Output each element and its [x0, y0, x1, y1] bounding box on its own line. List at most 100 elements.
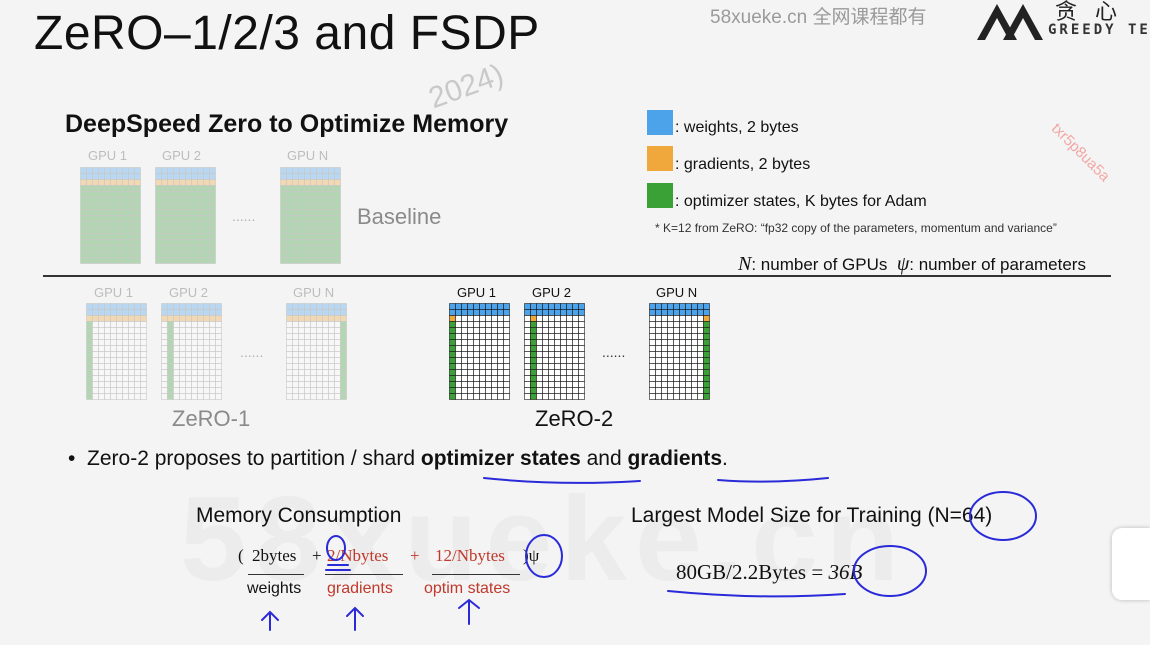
memory-cell — [497, 309, 504, 316]
memory-cell — [649, 375, 656, 382]
memory-cell — [304, 369, 311, 376]
memory-cell — [167, 227, 174, 234]
memory-cell — [185, 393, 192, 400]
memory-cell — [292, 393, 299, 400]
memory-cell — [286, 257, 293, 264]
equation-result: 36B — [828, 560, 863, 584]
gradients-label: gradients — [327, 580, 393, 597]
memory-cell — [310, 197, 317, 204]
memory-cell — [554, 357, 561, 364]
memory-cell — [86, 357, 93, 364]
memory-cell — [161, 245, 168, 252]
side-panel-button[interactable] — [1112, 528, 1150, 600]
memory-cell — [554, 369, 561, 376]
memory-cell — [134, 203, 141, 210]
memory-cell — [128, 387, 135, 394]
memory-cell — [655, 351, 662, 358]
memory-cell — [161, 185, 168, 192]
memory-cell — [110, 239, 117, 246]
memory-cell — [134, 227, 141, 234]
memory-cell — [110, 251, 117, 258]
memory-cell — [298, 233, 305, 240]
memory-cell — [679, 369, 686, 376]
memory-cell — [134, 179, 141, 186]
memory-cell — [703, 393, 710, 400]
underline — [248, 574, 304, 575]
memory-cell — [173, 327, 180, 334]
memory-cell — [524, 381, 531, 388]
memory-cell — [98, 191, 105, 198]
memory-cell — [572, 321, 579, 328]
memory-cell — [497, 345, 504, 352]
memory-cell — [104, 209, 111, 216]
memory-cell — [215, 351, 222, 358]
memory-cell — [92, 203, 99, 210]
memory-cell — [185, 303, 192, 310]
memory-cell — [292, 203, 299, 210]
memory-cell — [98, 321, 105, 328]
memory-cell — [286, 227, 293, 234]
memory-cell — [304, 173, 311, 180]
memory-cell — [161, 321, 168, 328]
memory-cell — [122, 233, 129, 240]
memory-cell — [185, 339, 192, 346]
memory-cell — [485, 321, 492, 328]
gpu-label: GPU 1 — [94, 285, 134, 300]
memory-cell — [104, 375, 111, 382]
memory-cell — [203, 309, 210, 316]
underline — [325, 574, 403, 575]
memory-cell — [554, 321, 561, 328]
memory-cell — [304, 167, 311, 174]
memory-cell — [92, 227, 99, 234]
memory-cell — [548, 393, 555, 400]
memory-cell — [328, 303, 335, 310]
memory-cell — [322, 227, 329, 234]
memory-cell — [292, 179, 299, 186]
memory-cell — [328, 203, 335, 210]
memory-cell — [298, 227, 305, 234]
memory-cell — [691, 393, 698, 400]
memory-cell — [542, 309, 549, 316]
memory-cell — [179, 321, 186, 328]
memory-cell — [449, 351, 456, 358]
memory-cell — [98, 363, 105, 370]
memory-cell — [110, 369, 117, 376]
memory-cell — [661, 363, 668, 370]
memory-cell — [491, 345, 498, 352]
memory-cell — [455, 339, 462, 346]
memory-cell — [215, 309, 222, 316]
memory-cell — [530, 357, 537, 364]
memory-cell — [280, 209, 287, 216]
memory-cell — [122, 215, 129, 222]
memory-cell — [467, 357, 474, 364]
memory-cell — [209, 315, 216, 322]
memory-cell — [479, 393, 486, 400]
memory-cell — [155, 215, 162, 222]
memory-cell — [134, 185, 141, 192]
memory-cell — [673, 309, 680, 316]
memory-cell — [485, 345, 492, 352]
memory-cell — [286, 381, 293, 388]
memory-cell — [479, 309, 486, 316]
memory-cell — [334, 303, 341, 310]
memory-cell — [292, 215, 299, 222]
memory-cell — [455, 309, 462, 316]
memory-cell — [473, 345, 480, 352]
memory-cell — [286, 251, 293, 258]
memory-cell — [203, 369, 210, 376]
greedy-logo-icon — [977, 4, 1043, 40]
memory-cell — [86, 315, 93, 322]
memory-cell — [691, 387, 698, 394]
memory-cell — [473, 357, 480, 364]
memory-cell — [479, 375, 486, 382]
memory-cell — [128, 303, 135, 310]
memory-cell — [328, 251, 335, 258]
memory-cell — [292, 357, 299, 364]
memory-cell — [167, 245, 174, 252]
memory-cell — [655, 315, 662, 322]
memory-cell — [292, 197, 299, 204]
memory-cell — [134, 315, 141, 322]
memory-cell — [560, 369, 567, 376]
memory-cell — [203, 351, 210, 358]
memory-cell — [209, 309, 216, 316]
